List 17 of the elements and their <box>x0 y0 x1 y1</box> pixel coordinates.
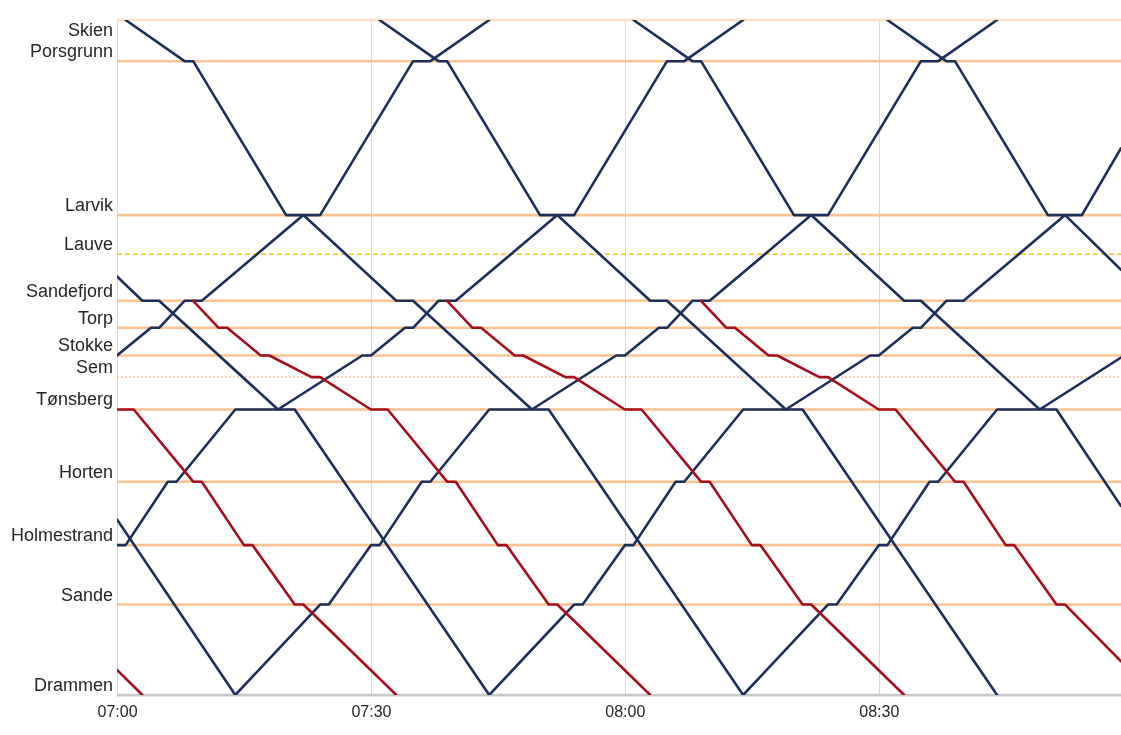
x-tick-label: 07:00 <box>97 702 138 720</box>
ref-line-label: Drammen <box>33 675 113 695</box>
ref-line-label: Lauve <box>63 234 113 255</box>
ref-line-label: Tønsberg <box>35 389 113 410</box>
ref-line-label: Horten <box>58 461 113 482</box>
ref-line-label: Larvik <box>64 195 114 216</box>
ref-line-label: Sandefjord <box>25 280 113 301</box>
x-tick-label: 08:30 <box>859 702 900 720</box>
ref-line-label: Torp <box>77 307 113 328</box>
ref-line-label: Stokke <box>57 335 113 356</box>
x-tick-label: 07:30 <box>351 702 392 720</box>
ref-line-label: Porsgrunn <box>29 41 113 62</box>
ref-line-label: Holmestrand <box>10 525 113 546</box>
ref-line-label: Skien <box>67 20 113 40</box>
ref-line-label: Sem <box>75 357 113 378</box>
x-tick-label: 08:00 <box>605 702 646 720</box>
ref-line-label: Sande <box>60 584 113 605</box>
